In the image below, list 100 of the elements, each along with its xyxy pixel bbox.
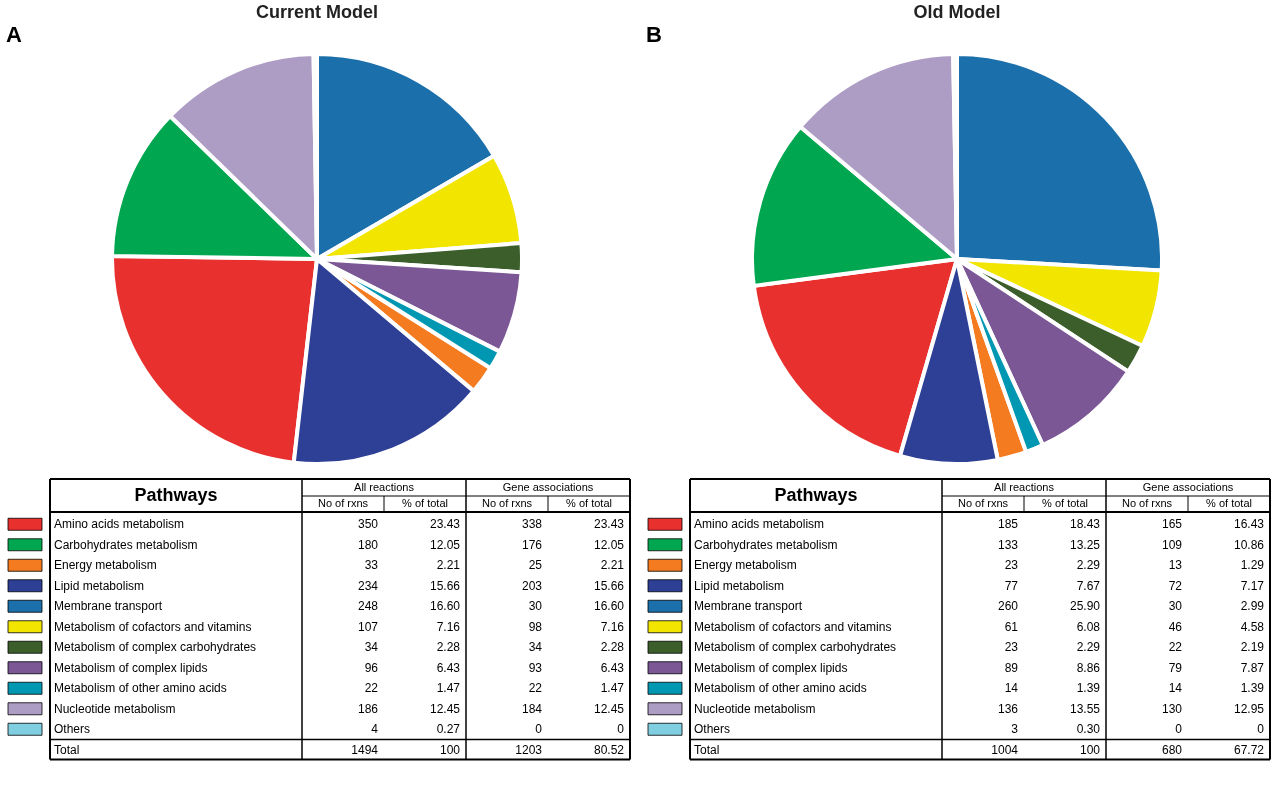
text: 100 — [1079, 742, 1100, 757]
text: 34 — [528, 640, 543, 655]
text: 16.60 — [593, 599, 625, 614]
text: 109 — [1161, 537, 1183, 552]
text: 2.99 — [1240, 599, 1265, 614]
text: % of total — [1042, 497, 1088, 509]
text: 8.86 — [1076, 660, 1101, 675]
text: 2.29 — [1076, 640, 1101, 655]
text: 12.05 — [593, 537, 625, 552]
text: 7.16 — [600, 619, 625, 634]
text: % of total — [402, 497, 448, 509]
text: 46 — [1168, 619, 1183, 634]
text: 1.47 — [600, 681, 625, 696]
text: 22 — [528, 681, 543, 696]
text: 2.21 — [600, 558, 625, 573]
text: % of total — [566, 497, 612, 509]
text: 680 — [1161, 742, 1182, 757]
text: 7.87 — [1240, 660, 1265, 675]
text: 25 — [528, 558, 543, 573]
text: 23.43 — [593, 517, 625, 532]
text: B — [646, 22, 662, 47]
text: 6.43 — [600, 660, 625, 675]
text: 15.66 — [593, 578, 625, 593]
data-label: 3 — [1011, 722, 1019, 737]
legend-label: Metabolism of cofactors and vitamins — [54, 619, 252, 634]
legend-label: Others — [54, 722, 91, 737]
text: All reactions — [354, 480, 415, 493]
data-label: 4 — [371, 722, 379, 737]
text: 184 — [521, 701, 543, 716]
text: 1.47 — [436, 681, 461, 696]
text: 338 — [521, 517, 543, 532]
text: 80.52 — [593, 742, 624, 757]
data-label: 33 — [364, 558, 379, 573]
data-label: 234 — [357, 578, 379, 593]
text: 12.45 — [593, 701, 625, 716]
data-label: 186 — [357, 701, 379, 716]
text: No of rxns — [317, 497, 369, 509]
legend-label: Metabolism of complex lipids — [54, 660, 208, 675]
text: No of rxns — [1121, 497, 1173, 509]
text: 7.67 — [1076, 578, 1101, 593]
legend-label: Nucleotide metabolism — [694, 701, 816, 716]
legend-label: Others — [694, 722, 731, 737]
legend-label: Amino acids metabolism — [54, 517, 185, 532]
text: 14 — [1168, 681, 1183, 696]
text: 16.60 — [429, 599, 461, 614]
text: No of rxns — [957, 497, 1009, 509]
text: 203 — [521, 578, 543, 593]
text: Total — [694, 742, 720, 757]
data-label: 350 — [357, 517, 379, 532]
text: 1203 — [515, 742, 542, 757]
text: 0.30 — [1076, 722, 1101, 737]
legend-label: Lipid metabolism — [694, 578, 785, 593]
legend-title: Pathways — [134, 485, 218, 505]
text: 4.58 — [1240, 619, 1265, 634]
text: 0.27 — [436, 722, 461, 737]
text: 12.95 — [1233, 701, 1265, 716]
data-label: 34 — [364, 640, 379, 655]
text: 1494 — [351, 742, 378, 757]
text: 12.45 — [429, 701, 461, 716]
text: 165 — [1161, 517, 1183, 532]
text: 6.08 — [1076, 619, 1101, 634]
legend-label: Metabolism of other amino acids — [694, 681, 867, 696]
legend-title: Pathways — [774, 485, 858, 505]
text: 176 — [521, 537, 543, 552]
data-label: 14 — [1004, 681, 1019, 696]
text: 23.43 — [429, 517, 461, 532]
text: 2.28 — [436, 640, 461, 655]
text: 7.17 — [1240, 578, 1265, 593]
text: 13 — [1168, 558, 1183, 573]
legend-label: Metabolism of cofactors and vitamins — [694, 619, 892, 634]
text: 15.66 — [429, 578, 461, 593]
text: 7.16 — [436, 619, 461, 634]
text: 79 — [1168, 660, 1183, 675]
text: 1.39 — [1240, 681, 1265, 696]
chart-title: Old Model — [913, 2, 1001, 22]
text: 0 — [535, 722, 543, 737]
text: All reactions — [994, 480, 1055, 493]
text: 2.29 — [1076, 558, 1101, 573]
data-label: 23 — [1004, 558, 1019, 573]
legend-label: Metabolism of complex carbohydrates — [694, 640, 897, 655]
text: 12.05 — [429, 537, 461, 552]
data-label: 248 — [357, 599, 379, 614]
data-label: 96 — [364, 660, 379, 675]
text: 30 — [528, 599, 543, 614]
data-label: 185 — [997, 517, 1019, 532]
text: 18.43 — [1069, 517, 1101, 532]
data-label: 77 — [1004, 578, 1019, 593]
text: 30 — [1168, 599, 1183, 614]
text: A — [6, 22, 22, 47]
text: 2.28 — [600, 640, 625, 655]
legend-label: Amino acids metabolism — [694, 517, 825, 532]
text: 2.21 — [436, 558, 461, 573]
text: 13.55 — [1069, 701, 1101, 716]
legend-label: Energy metabolism — [694, 558, 797, 573]
text: 10.86 — [1233, 537, 1265, 552]
text: 100 — [439, 742, 460, 757]
data-label: 260 — [997, 599, 1019, 614]
data-label: 136 — [997, 701, 1019, 716]
data-label: 23 — [1004, 640, 1019, 655]
legend-label: Nucleotide metabolism — [54, 701, 176, 716]
